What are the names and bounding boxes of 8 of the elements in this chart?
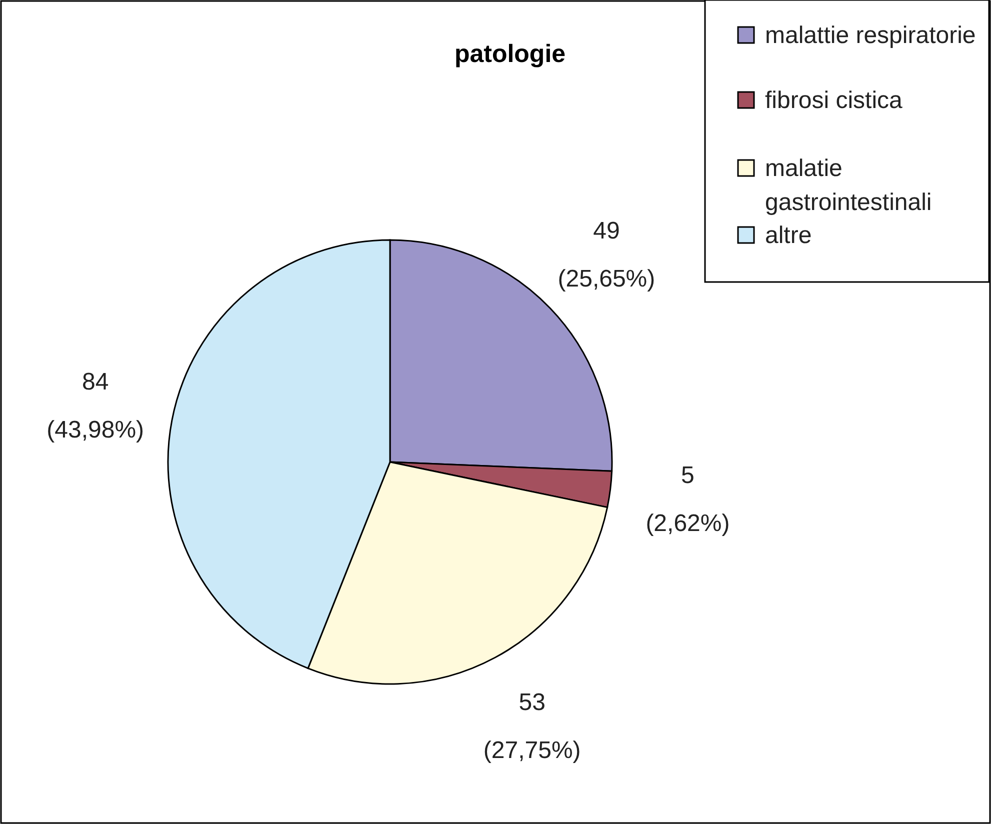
data-label: 5 (2,62%): [646, 462, 730, 537]
text: patologie: [454, 40, 566, 68]
data-label: 49 (25,65%): [558, 217, 656, 292]
legend-label: malattie respiratorie: [765, 22, 976, 49]
data-label: 53 (27,75%): [483, 689, 581, 764]
legend-label: altre: [765, 222, 812, 249]
legend-label: fibrosi cistica: [765, 87, 904, 114]
data-label: 84 (43,98%): [46, 368, 144, 444]
